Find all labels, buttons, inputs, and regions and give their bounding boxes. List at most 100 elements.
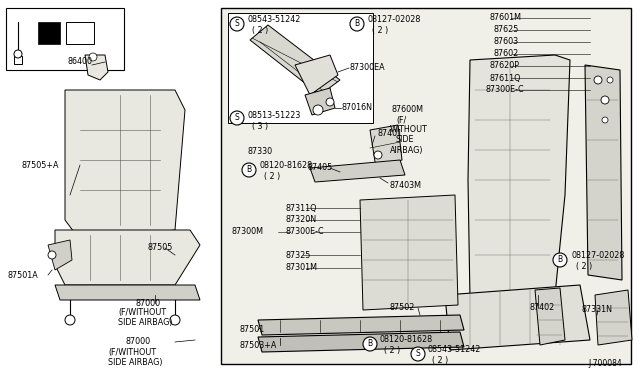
Polygon shape — [85, 55, 108, 80]
Text: J 700084: J 700084 — [588, 359, 621, 369]
Text: 87300E-C: 87300E-C — [486, 86, 525, 94]
Text: S: S — [235, 19, 239, 29]
Text: 87625: 87625 — [494, 26, 520, 35]
Text: 87402: 87402 — [530, 304, 556, 312]
Circle shape — [601, 96, 609, 104]
Text: S: S — [415, 350, 420, 359]
Text: 08543-51242: 08543-51242 — [248, 16, 301, 25]
Text: ( 2 ): ( 2 ) — [576, 262, 592, 270]
Text: 87000: 87000 — [125, 337, 150, 346]
Polygon shape — [250, 25, 340, 95]
Polygon shape — [305, 88, 335, 115]
Text: 87602: 87602 — [494, 49, 519, 58]
Circle shape — [411, 347, 425, 361]
Text: 08127-02028: 08127-02028 — [368, 16, 421, 25]
Text: 08513-51223: 08513-51223 — [248, 110, 301, 119]
Polygon shape — [585, 65, 622, 280]
Text: 87300M: 87300M — [232, 228, 264, 237]
Text: 87501: 87501 — [240, 326, 265, 334]
Circle shape — [230, 17, 244, 31]
Circle shape — [594, 76, 602, 84]
Text: 87330: 87330 — [248, 148, 273, 157]
Text: 87320N: 87320N — [285, 215, 316, 224]
Circle shape — [89, 53, 97, 61]
Circle shape — [350, 17, 364, 31]
Polygon shape — [48, 240, 72, 270]
Polygon shape — [258, 315, 464, 335]
Text: WITHOUT: WITHOUT — [390, 125, 428, 135]
Text: 87331N: 87331N — [582, 305, 613, 314]
Text: 87301M: 87301M — [285, 263, 317, 273]
Text: 87603: 87603 — [494, 38, 519, 46]
Polygon shape — [468, 55, 570, 300]
Text: SIDE AIRBAG): SIDE AIRBAG) — [108, 357, 163, 366]
Text: SIDE AIRBAG): SIDE AIRBAG) — [118, 318, 173, 327]
Polygon shape — [55, 285, 200, 300]
Text: 87405: 87405 — [308, 164, 333, 173]
Circle shape — [313, 105, 323, 115]
Polygon shape — [295, 55, 338, 95]
Text: 87505: 87505 — [148, 244, 173, 253]
Text: 87300E-C: 87300E-C — [285, 228, 324, 237]
Text: ( 2 ): ( 2 ) — [384, 346, 400, 356]
Text: 87611Q: 87611Q — [490, 74, 522, 83]
Circle shape — [65, 315, 75, 325]
Circle shape — [48, 251, 56, 259]
Text: 87505+A: 87505+A — [22, 160, 60, 170]
Text: (F/WITHOUT: (F/WITHOUT — [108, 347, 156, 356]
Text: ( 2 ): ( 2 ) — [432, 356, 448, 366]
Circle shape — [170, 315, 180, 325]
Text: 87000: 87000 — [135, 298, 160, 308]
Polygon shape — [258, 332, 464, 352]
Circle shape — [553, 253, 567, 267]
Circle shape — [242, 163, 256, 177]
Text: ( 2 ): ( 2 ) — [372, 26, 388, 35]
Text: AIRBAG): AIRBAG) — [390, 145, 424, 154]
Text: 87300EA: 87300EA — [350, 64, 386, 73]
Text: S: S — [235, 113, 239, 122]
Text: B: B — [246, 166, 252, 174]
Text: SIDE: SIDE — [396, 135, 415, 144]
Text: 08120-81628: 08120-81628 — [260, 161, 313, 170]
Text: ( 2 ): ( 2 ) — [252, 26, 268, 35]
Text: 87503+A: 87503+A — [240, 340, 277, 350]
Text: B: B — [355, 19, 360, 29]
Circle shape — [374, 151, 382, 159]
Text: 87601M: 87601M — [490, 13, 522, 22]
Text: 08543-51242: 08543-51242 — [428, 346, 481, 355]
Bar — [38, 22, 60, 44]
Circle shape — [326, 98, 334, 106]
Polygon shape — [445, 285, 590, 350]
Text: 87600M: 87600M — [392, 106, 424, 115]
Text: (F/WITHOUT: (F/WITHOUT — [118, 308, 166, 317]
Bar — [14, 56, 22, 64]
Polygon shape — [310, 160, 405, 182]
Polygon shape — [55, 230, 200, 285]
Circle shape — [363, 337, 377, 351]
Circle shape — [14, 50, 22, 58]
Text: (F/: (F/ — [396, 115, 406, 125]
Circle shape — [602, 117, 608, 123]
Bar — [66, 22, 94, 44]
Text: 08127-02028: 08127-02028 — [572, 250, 625, 260]
Circle shape — [230, 111, 244, 125]
Text: 87501A: 87501A — [8, 270, 39, 279]
Text: B: B — [367, 340, 372, 349]
Circle shape — [607, 77, 613, 83]
Polygon shape — [360, 195, 458, 310]
Text: 87311Q: 87311Q — [285, 203, 317, 212]
Text: ( 2 ): ( 2 ) — [264, 173, 280, 182]
Text: 87403M: 87403M — [390, 180, 422, 189]
Polygon shape — [535, 288, 565, 345]
Bar — [228, 13, 373, 123]
Text: 87620P: 87620P — [490, 61, 520, 71]
Text: 87016N: 87016N — [342, 103, 373, 112]
Text: 87325: 87325 — [285, 250, 310, 260]
Text: 87401: 87401 — [378, 128, 403, 138]
Text: B: B — [557, 256, 563, 264]
Text: ( 3 ): ( 3 ) — [252, 122, 268, 131]
Text: 08120-81628: 08120-81628 — [380, 336, 433, 344]
Bar — [221, 8, 631, 364]
Text: 87502: 87502 — [390, 304, 415, 312]
Polygon shape — [370, 125, 402, 168]
